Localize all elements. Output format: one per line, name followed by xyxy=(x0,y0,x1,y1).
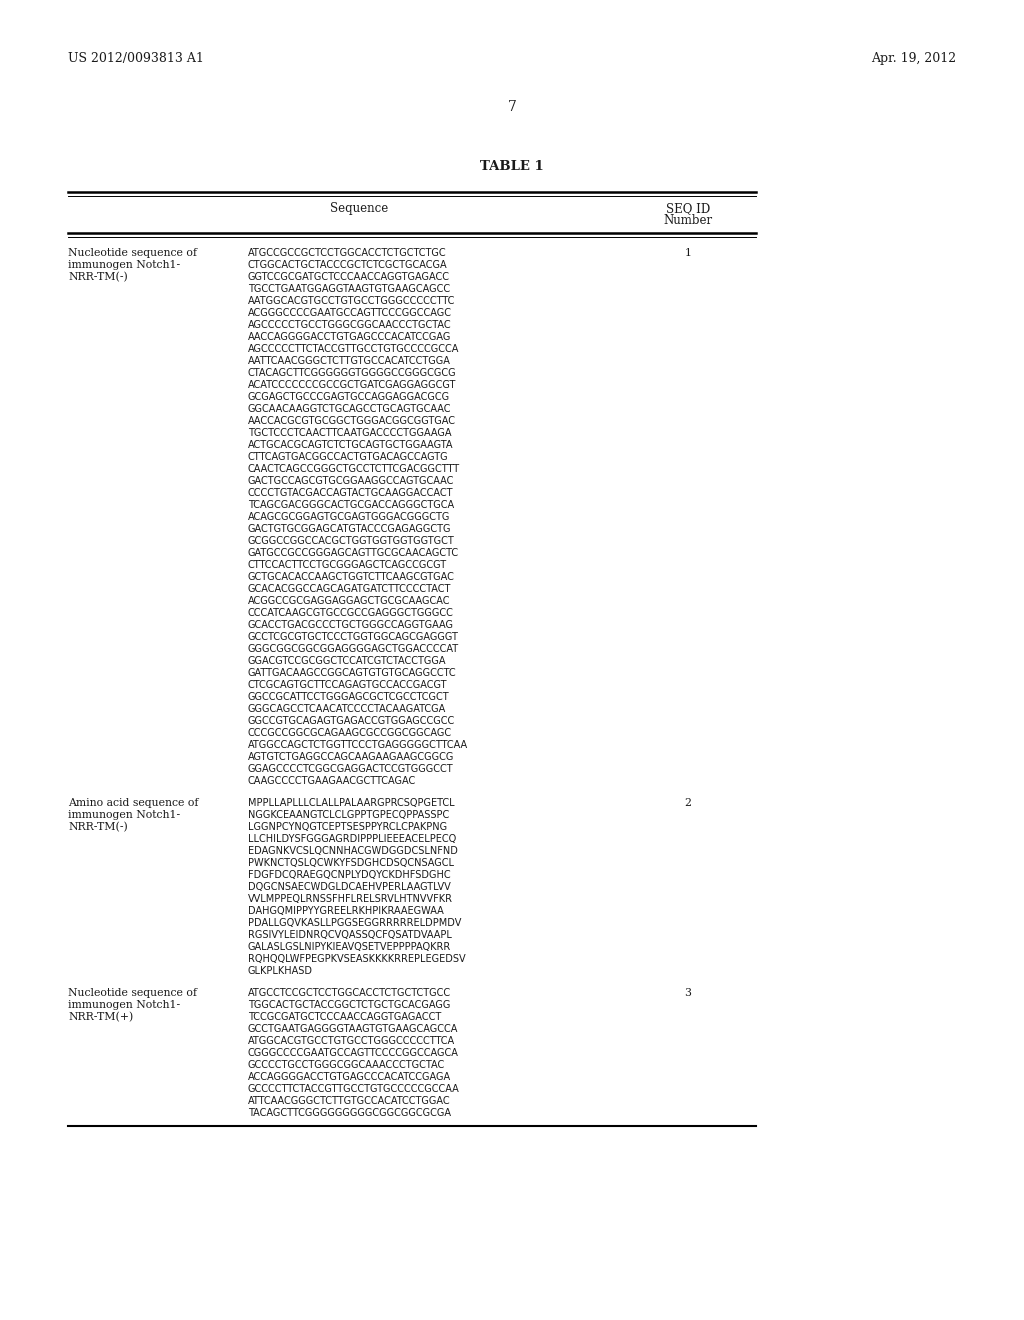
Text: GACTGTGCGGAGCATGTACCCGAGAGGCTG: GACTGTGCGGAGCATGTACCCGAGAGGCTG xyxy=(248,524,452,535)
Text: 7: 7 xyxy=(508,100,516,114)
Text: GCTGCACACCAAGCTGGTCTTCAAGCGTGAC: GCTGCACACCAAGCTGGTCTTCAAGCGTGAC xyxy=(248,572,455,582)
Text: CCCATCAAGCGTGCCGCCGAGGGCTGGGCC: CCCATCAAGCGTGCCGCCGAGGGCTGGGCC xyxy=(248,609,454,618)
Text: ACTGCACGCAGTCTCTGCAGTGCTGGAAGTA: ACTGCACGCAGTCTCTGCAGTGCTGGAAGTA xyxy=(248,440,454,450)
Text: GACTGCCAGCGTGCGGAAGGCCAGTGCAAC: GACTGCCAGCGTGCGGAAGGCCAGTGCAAC xyxy=(248,477,455,486)
Text: PWKNCTQSLQCWKYFSDGHCDSQCNSAGCL: PWKNCTQSLQCWKYFSDGHCDSQCNSAGCL xyxy=(248,858,454,869)
Text: RQHQQLWFPEGPKVSEASKKKKRREPLEGEDSV: RQHQQLWFPEGPKVSEASKKKKRREPLEGEDSV xyxy=(248,954,466,964)
Text: GCCTCGCGTGCTCCCTGGTGGCAGCGAGGGT: GCCTCGCGTGCTCCCTGGTGGCAGCGAGGGT xyxy=(248,632,459,642)
Text: LGGNPCYNQGTCEPTSESPPYRCLCPAKPNG: LGGNPCYNQGTCEPTSESPPYRCLCPAKPNG xyxy=(248,822,447,832)
Text: CAACTCAGCCGGGCTGCCTCTTCGACGGCTTT: CAACTCAGCCGGGCTGCCTCTTCGACGGCTTT xyxy=(248,465,460,474)
Text: Apr. 19, 2012: Apr. 19, 2012 xyxy=(870,51,956,65)
Text: AATGGCACGTGCCTGTGCCTGGGCCCCCTTC: AATGGCACGTGCCTGTGCCTGGGCCCCCTTC xyxy=(248,296,456,306)
Text: TGCCTGAATGGAGGTAAGTGTGAAGCAGCC: TGCCTGAATGGAGGTAAGTGTGAAGCAGCC xyxy=(248,284,451,294)
Text: GCACACGGCCAGCAGATGATCTTCCCCTACT: GCACACGGCCAGCAGATGATCTTCCCCTACT xyxy=(248,583,452,594)
Text: PDALLGQVKASLLPGGSEGGRRRRRELDPMDV: PDALLGQVKASLLPGGSEGGRRRRRELDPMDV xyxy=(248,917,462,928)
Text: RGSIVYLEIDNRQCVQASSQCFQSATDVAAPL: RGSIVYLEIDNRQCVQASSQCFQSATDVAAPL xyxy=(248,931,452,940)
Text: GGTCCGCGATGCTCCCAACCAGGTGAGACC: GGTCCGCGATGCTCCCAACCAGGTGAGACC xyxy=(248,272,450,282)
Text: EDAGNKVCSLQCNNHACGWDGGDCSLNFND: EDAGNKVCSLQCNNHACGWDGGDCSLNFND xyxy=(248,846,458,855)
Text: CTACAGCTTCGGGGGGTGGGGCCGGGCGCG: CTACAGCTTCGGGGGGTGGGGCCGGGCGCG xyxy=(248,368,457,378)
Text: AACCACGCGTGCGGCTGGGACGGCGGTGAC: AACCACGCGTGCGGCTGGGACGGCGGTGAC xyxy=(248,416,456,426)
Text: ACGGGCCCCGAATGCCAGTTCCCGGCCAGC: ACGGGCCCCGAATGCCAGTTCCCGGCCAGC xyxy=(248,308,452,318)
Text: immunogen Notch1-: immunogen Notch1- xyxy=(68,1001,180,1010)
Text: AGCCCCCTTCTACCGTTGCCTGTGCCCCGCCA: AGCCCCCTTCTACCGTTGCCTGTGCCCCGCCA xyxy=(248,345,460,354)
Text: ACGGCCGCGAGGAGGAGCTGCGCAAGCAC: ACGGCCGCGAGGAGGAGCTGCGCAAGCAC xyxy=(248,597,451,606)
Text: Amino acid sequence of: Amino acid sequence of xyxy=(68,799,199,808)
Text: CGGGCCCCGAATGCCAGTTCCCCGGCCAGCA: CGGGCCCCGAATGCCAGTTCCCCGGCCAGCA xyxy=(248,1048,459,1059)
Text: US 2012/0093813 A1: US 2012/0093813 A1 xyxy=(68,51,204,65)
Text: GGGCGGCGGCGGAGGGGAGCTGGACCCCAT: GGGCGGCGGCGGAGGGGAGCTGGACCCCAT xyxy=(248,644,459,653)
Text: LLCHILDYSFGGGAGRDIPPPLIEEEACELPECQ: LLCHILDYSFGGGAGRDIPPPLIEEEACELPECQ xyxy=(248,834,457,843)
Text: GGCCGCATTCCTGGGAGCGCTCGCCTCGCT: GGCCGCATTCCTGGGAGCGCTCGCCTCGCT xyxy=(248,692,450,702)
Text: CTTCAGTGACGGCCACTGTGACAGCCAGTG: CTTCAGTGACGGCCACTGTGACAGCCAGTG xyxy=(248,451,449,462)
Text: GCGAGCTGCCCGAGTGCCAGGAGGACGCG: GCGAGCTGCCCGAGTGCCAGGAGGACGCG xyxy=(248,392,451,403)
Text: Nucleotide sequence of: Nucleotide sequence of xyxy=(68,987,197,998)
Text: Number: Number xyxy=(664,214,713,227)
Text: CTGGCACTGCTACCCGCTCTCGCTGCACGA: CTGGCACTGCTACCCGCTCTCGCTGCACGA xyxy=(248,260,447,271)
Text: GALASLGSLNIPYKIEAVQSETVEPPPPAQKRR: GALASLGSLNIPYKIEAVQSETVEPPPPAQKRR xyxy=(248,942,452,952)
Text: NGGKCEAANGTCLCLGPPTGPECQPPASSPC: NGGKCEAANGTCLCLGPPTGPECQPPASSPC xyxy=(248,810,450,820)
Text: ATGCCGCCGCTCCTGGCACCTCTGCTCTGC: ATGCCGCCGCTCCTGGCACCTCTGCTCTGC xyxy=(248,248,446,257)
Text: ATGCCTCCGCTCCTGGCACCTCTGCTCTGCC: ATGCCTCCGCTCCTGGCACCTCTGCTCTGCC xyxy=(248,987,452,998)
Text: TACAGCTTCGGGGGGGGGCGGCGGCGCGA: TACAGCTTCGGGGGGGGGCGGCGGCGCGA xyxy=(248,1107,451,1118)
Text: TGGCACTGCTACCGGCTCTGCTGCACGAGG: TGGCACTGCTACCGGCTCTGCTGCACGAGG xyxy=(248,1001,451,1010)
Text: DAHGQMIPPYYGREELRKHPIKRAAEGWAA: DAHGQMIPPYYGREELRKHPIKRAAEGWAA xyxy=(248,906,443,916)
Text: immunogen Notch1-: immunogen Notch1- xyxy=(68,260,180,271)
Text: AACCAGGGGACCTGTGAGCCCACATCCGAG: AACCAGGGGACCTGTGAGCCCACATCCGAG xyxy=(248,333,452,342)
Text: TCCGCGATGCTCCCAACCAGGTGAGACCT: TCCGCGATGCTCCCAACCAGGTGAGACCT xyxy=(248,1012,441,1022)
Text: ACCAGGGGACCTGTGAGCCCACATCCGAGA: ACCAGGGGACCTGTGAGCCCACATCCGAGA xyxy=(248,1072,452,1082)
Text: ATTCAACGGGCTCTTGTGCCACATCCTGGAC: ATTCAACGGGCTCTTGTGCCACATCCTGGAC xyxy=(248,1096,451,1106)
Text: CTCGCAGTGCTTCCAGAGTGCCACCGACGT: CTCGCAGTGCTTCCAGAGTGCCACCGACGT xyxy=(248,680,447,690)
Text: CCCCTGTACGACCAGTACTGCAAGGACCACT: CCCCTGTACGACCAGTACTGCAAGGACCACT xyxy=(248,488,454,498)
Text: TABLE 1: TABLE 1 xyxy=(480,160,544,173)
Text: immunogen Notch1-: immunogen Notch1- xyxy=(68,810,180,820)
Text: CAAGCCCCTGAAGAACGCTTCAGAC: CAAGCCCCTGAAGAACGCTTCAGAC xyxy=(248,776,416,785)
Text: NRR-TM(+): NRR-TM(+) xyxy=(68,1012,133,1022)
Text: GCACCTGACGCCCTGCTGGGCCAGGTGAAG: GCACCTGACGCCCTGCTGGGCCAGGTGAAG xyxy=(248,620,454,630)
Text: GCGGCCGGCCACGCTGGTGGTGGTGGTGCT: GCGGCCGGCCACGCTGGTGGTGGTGGTGCT xyxy=(248,536,455,546)
Text: GLKPLKHASD: GLKPLKHASD xyxy=(248,966,313,975)
Text: NRR-TM(-): NRR-TM(-) xyxy=(68,822,128,833)
Text: ACATCCCCCCCGCCGCTGATCGAGGAGGCGT: ACATCCCCCCCGCCGCTGATCGAGGAGGCGT xyxy=(248,380,457,389)
Text: GCCCCTTCTACCGTTGCCTGTGCCCCCGCCAA: GCCCCTTCTACCGTTGCCTGTGCCCCCGCCAA xyxy=(248,1084,460,1094)
Text: Nucleotide sequence of: Nucleotide sequence of xyxy=(68,248,197,257)
Text: GATTGACAAGCCGGCAGTGTGTGCAGGCCTC: GATTGACAAGCCGGCAGTGTGTGCAGGCCTC xyxy=(248,668,457,678)
Text: GGACGTCCGCGGCTCCATCGTCTACCTGGA: GGACGTCCGCGGCTCCATCGTCTACCTGGA xyxy=(248,656,446,667)
Text: VVLMPPEQLRNSSFHFLRELSRVLHTNVVFKR: VVLMPPEQLRNSSFHFLRELSRVLHTNVVFKR xyxy=(248,894,453,904)
Text: GCCCCTGCCTGGGCGGCAAACCCTGCTAC: GCCCCTGCCTGGGCGGCAAACCCTGCTAC xyxy=(248,1060,445,1071)
Text: ATGGCCAGCTCTGGTTCCCTGAGGGGGCTTCAA: ATGGCCAGCTCTGGTTCCCTGAGGGGGCTTCAA xyxy=(248,741,468,750)
Text: FDGFDCQRAEGQCNPLYDQYCKDHFSDGHC: FDGFDCQRAEGQCNPLYDQYCKDHFSDGHC xyxy=(248,870,451,880)
Text: CTTCCACTTCCTGCGGGAGCTCAGCCGCGT: CTTCCACTTCCTGCGGGAGCTCAGCCGCGT xyxy=(248,560,447,570)
Text: CCCGCCGGCGCAGAAGCGCCGGCGGCAGC: CCCGCCGGCGCAGAAGCGCCGGCGGCAGC xyxy=(248,729,453,738)
Text: GGCCGTGCAGAGTGAGACCGTGGAGCCGCC: GGCCGTGCAGAGTGAGACCGTGGAGCCGCC xyxy=(248,715,456,726)
Text: AGCCCCCTGCCTGGGCGGCAACCCTGCTAC: AGCCCCCTGCCTGGGCGGCAACCCTGCTAC xyxy=(248,319,452,330)
Text: GATGCCGCCGGGAGCAGTTGCGCAACAGCTC: GATGCCGCCGGGAGCAGTTGCGCAACAGCTC xyxy=(248,548,459,558)
Text: TCAGCGACGGGCACTGCGACCAGGGCTGCA: TCAGCGACGGGCACTGCGACCAGGGCTGCA xyxy=(248,500,454,510)
Text: 1: 1 xyxy=(684,248,691,257)
Text: AGTGTCTGAGGCCAGCAAGAAGAAGCGGCG: AGTGTCTGAGGCCAGCAAGAAGAAGCGGCG xyxy=(248,752,455,762)
Text: ATGGCACGTGCCTGTGCCTGGGCCCCCTTCA: ATGGCACGTGCCTGTGCCTGGGCCCCCTTCA xyxy=(248,1036,455,1045)
Text: ACAGCGCGGAGTGCGAGTGGGACGGGCTG: ACAGCGCGGAGTGCGAGTGGGACGGGCTG xyxy=(248,512,451,521)
Text: GGGCAGCCTCAACATCCCCTACAAGATCGA: GGGCAGCCTCAACATCCCCTACAAGATCGA xyxy=(248,704,446,714)
Text: DQGCNSAECWDGLDCAEHVPERLAAGTLVV: DQGCNSAECWDGLDCAEHVPERLAAGTLVV xyxy=(248,882,451,892)
Text: Sequence: Sequence xyxy=(330,202,388,215)
Text: MPPLLAPLLLCLALLPALAARGPRCSQPGETCL: MPPLLAPLLLCLALLPALAARGPRCSQPGETCL xyxy=(248,799,455,808)
Text: GGCAACAAGGTCTGCAGCCTGCAGTGCAAC: GGCAACAAGGTCTGCAGCCTGCAGTGCAAC xyxy=(248,404,452,414)
Text: AATTCAACGGGCTCTTGTGCCACATCCTGGA: AATTCAACGGGCTCTTGTGCCACATCCTGGA xyxy=(248,356,451,366)
Text: NRR-TM(-): NRR-TM(-) xyxy=(68,272,128,282)
Text: GCCTGAATGAGGGGTAAGTGTGAAGCAGCCA: GCCTGAATGAGGGGTAAGTGTGAAGCAGCCA xyxy=(248,1024,459,1034)
Text: 3: 3 xyxy=(684,987,691,998)
Text: GGAGCCCCTCGGCGAGGACTCCGTGGGCCT: GGAGCCCCTCGGCGAGGACTCCGTGGGCCT xyxy=(248,764,454,774)
Text: SEQ ID: SEQ ID xyxy=(666,202,710,215)
Text: 2: 2 xyxy=(684,799,691,808)
Text: TGCTCCCTCAACTTCAATGACCCCTGGAAGA: TGCTCCCTCAACTTCAATGACCCCTGGAAGA xyxy=(248,428,452,438)
